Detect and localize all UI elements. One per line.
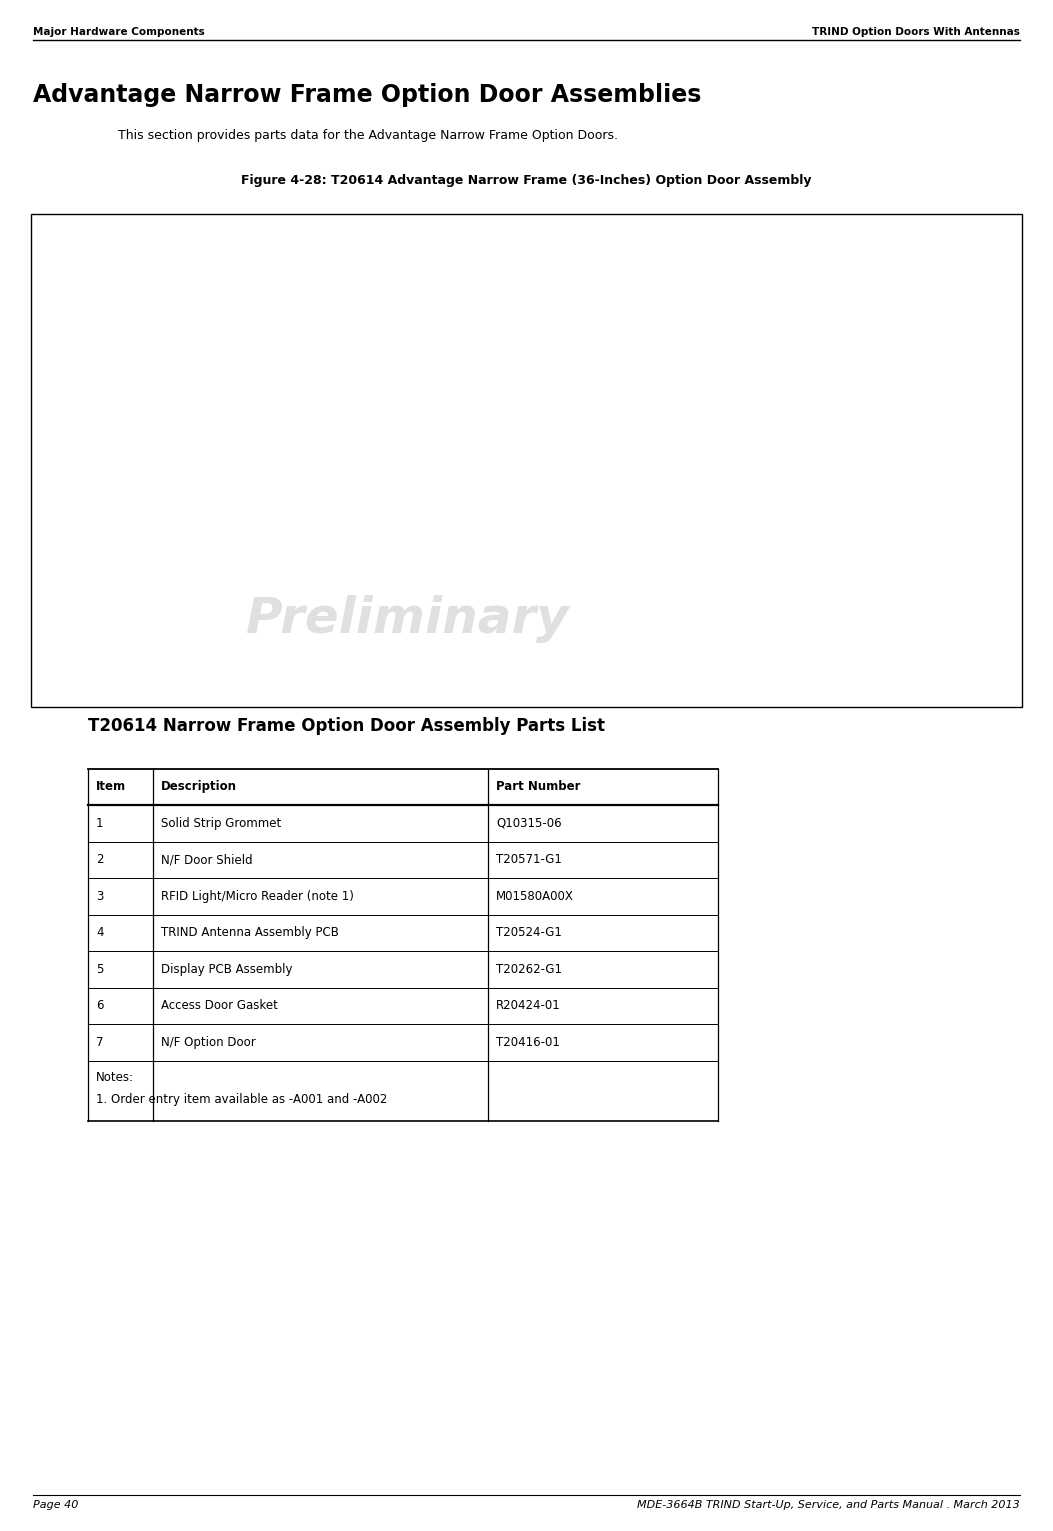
Text: N/F Door Shield: N/F Door Shield <box>161 853 253 867</box>
Text: Page 40: Page 40 <box>33 1499 78 1510</box>
Text: MDE-3664B TRIND Start-Up, Service, and Parts Manual . March 2013: MDE-3664B TRIND Start-Up, Service, and P… <box>637 1499 1020 1510</box>
Text: Solid Strip Grommet: Solid Strip Grommet <box>161 818 281 830</box>
Text: Q10315-06: Q10315-06 <box>496 818 561 830</box>
Text: Notes:: Notes: <box>96 1070 134 1084</box>
Text: TRIND Antenna Assembly PCB: TRIND Antenna Assembly PCB <box>161 926 339 940</box>
Text: Access Door Gasket: Access Door Gasket <box>161 1000 278 1012</box>
Text: Display PCB Assembly: Display PCB Assembly <box>161 963 293 975</box>
Text: Item: Item <box>96 781 126 793</box>
Text: 4: 4 <box>96 926 103 940</box>
Text: T20524-G1: T20524-G1 <box>496 926 562 940</box>
Text: T20262-G1: T20262-G1 <box>496 963 562 975</box>
Text: TRIND Option Doors With Antennas: TRIND Option Doors With Antennas <box>812 28 1020 37</box>
Text: Major Hardware Components: Major Hardware Components <box>33 28 204 37</box>
Text: 2: 2 <box>96 853 103 867</box>
Text: 1. Order entry item available as -A001 and -A002: 1. Order entry item available as -A001 a… <box>96 1093 388 1105</box>
Text: Description: Description <box>161 781 237 793</box>
Text: This section provides parts data for the Advantage Narrow Frame Option Doors.: This section provides parts data for the… <box>118 130 618 142</box>
Text: Figure 4-28: T20614 Advantage Narrow Frame (36-Inches) Option Door Assembly: Figure 4-28: T20614 Advantage Narrow Fra… <box>241 175 812 187</box>
Text: R20424-01: R20424-01 <box>496 1000 561 1012</box>
Text: N/F Option Door: N/F Option Door <box>161 1036 256 1049</box>
Text: T20614 Narrow Frame Option Door Assembly Parts List: T20614 Narrow Frame Option Door Assembly… <box>88 717 605 735</box>
Text: 3: 3 <box>96 890 103 903</box>
Bar <box>31 214 1022 707</box>
Text: RFID Light/Micro Reader (note 1): RFID Light/Micro Reader (note 1) <box>161 890 354 903</box>
Text: 1: 1 <box>96 818 103 830</box>
Text: 6: 6 <box>96 1000 103 1012</box>
Text: 7: 7 <box>96 1036 103 1049</box>
Text: Part Number: Part Number <box>496 781 580 793</box>
Text: Preliminary: Preliminary <box>245 594 570 643</box>
Text: 5: 5 <box>96 963 103 975</box>
Text: T20416-01: T20416-01 <box>496 1036 560 1049</box>
Text: T20571-G1: T20571-G1 <box>496 853 562 867</box>
Text: Advantage Narrow Frame Option Door Assemblies: Advantage Narrow Frame Option Door Assem… <box>33 83 701 107</box>
Text: M01580A00X: M01580A00X <box>496 890 574 903</box>
